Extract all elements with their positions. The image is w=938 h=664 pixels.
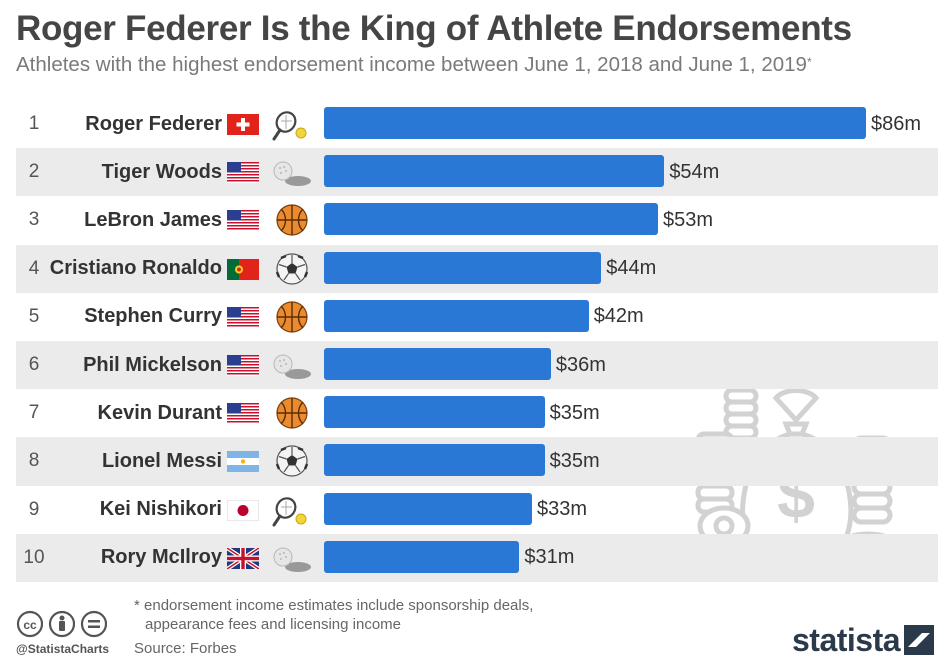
bar	[324, 203, 659, 236]
tennis-icon	[272, 496, 307, 526]
statista-logo-icon	[904, 625, 935, 655]
subtitle-marker: *	[806, 55, 812, 69]
footnote-line-1: * endorsement income estimates include s…	[134, 597, 534, 614]
chart-row: 8 Lionel Messi $35m	[16, 437, 938, 486]
athlete-name-label: Roger Federer	[85, 112, 222, 135]
value-label: $44m	[606, 257, 657, 280]
bar	[324, 155, 665, 188]
flag-argentina-icon	[227, 451, 259, 473]
tennis-icon	[272, 111, 307, 141]
chart-row: 6 Phil Mickelson $36m	[16, 340, 938, 390]
chart-subtitle: Athletes with the highest endorsement in…	[16, 53, 812, 77]
flag-uk-icon	[227, 547, 259, 569]
flag-usa-icon	[227, 306, 259, 328]
flag-switzerland-icon	[227, 114, 259, 135]
athlete-name-label: Tiger Woods	[101, 160, 222, 183]
rank-label: 2	[28, 161, 40, 183]
twitter-handle: @StatistaCharts	[16, 642, 110, 656]
footnote-line-2: appearance fees and licensing income	[145, 616, 402, 633]
basketball-icon	[276, 204, 308, 236]
flag-usa-icon	[227, 403, 259, 425]
flag-japan-icon	[227, 499, 259, 521]
chart-row: 7 Kevin Durant $35m	[16, 389, 938, 437]
value-label: $35m	[549, 401, 600, 424]
athlete-name-label: Stephen Curry	[84, 305, 222, 328]
flag-usa-icon	[227, 210, 259, 232]
rank-label: 1	[28, 113, 40, 135]
bar	[324, 492, 532, 525]
value-label: $86m	[871, 112, 922, 135]
chart-row: 5 Stephen Curry $42m	[16, 293, 938, 341]
source: Source: Forbes	[134, 640, 237, 657]
flag-usa-icon	[227, 162, 259, 184]
statista-logo: statista	[792, 620, 935, 660]
athlete-name-label: Rory McIlroy	[100, 546, 222, 569]
golf-icon	[273, 161, 311, 187]
flag-portugal-icon	[227, 258, 259, 280]
bar	[324, 347, 551, 380]
value-label: $36m	[555, 353, 606, 376]
value-label: $53m	[663, 208, 714, 231]
athlete-name-label: Kei Nishikori	[99, 498, 222, 521]
value-label: $35m	[549, 449, 600, 472]
chart-row: 9 Kei Nishikori $33m	[16, 486, 938, 534]
svg-text:cc: cc	[23, 618, 37, 632]
footnote: * endorsement income estimates include s…	[134, 596, 533, 634]
bar	[324, 251, 602, 284]
rank-label: 4	[28, 257, 40, 279]
bar	[324, 107, 866, 139]
chart-row: 10 Rory McIlroy $31m	[16, 533, 938, 582]
value-label: $42m	[593, 305, 644, 328]
chart-row: 2 Tiger Woods $54m	[16, 148, 938, 197]
rank-label: 7	[28, 402, 40, 424]
chart-row: 1 Roger Federer $86m	[16, 100, 938, 148]
license-icons: cc	[16, 610, 112, 638]
rank-label: 8	[28, 450, 40, 472]
flag-usa-icon	[227, 354, 259, 376]
bar	[324, 396, 545, 429]
golf-icon	[273, 354, 311, 379]
subtitle-text: Athletes with the highest endorsement in…	[16, 53, 807, 76]
basketball-icon	[276, 397, 308, 429]
soccer-icon	[275, 445, 309, 477]
rank-label: 3	[28, 209, 40, 231]
golf-icon	[273, 547, 311, 572]
rank-label: 6	[28, 354, 40, 376]
bar	[324, 540, 520, 573]
value-label: $54m	[669, 160, 720, 183]
chart-rows: 1 Roger Federer $86m 2 Tiger Woods $54m 3 LeB…	[16, 100, 938, 582]
bar	[324, 444, 545, 477]
rank-label: 9	[28, 498, 40, 520]
chart-row: 3 LeBron James $53m	[16, 196, 938, 244]
value-label: $31m	[524, 546, 575, 569]
chart-title: Roger Federer Is the King of Athlete End…	[16, 9, 852, 48]
athlete-name-label: Kevin Durant	[97, 401, 222, 424]
athlete-name-label: Cristiano Ronaldo	[49, 257, 222, 280]
athlete-name-label: Phil Mickelson	[83, 353, 222, 376]
rank-label: 10	[23, 546, 45, 568]
bar	[324, 299, 589, 332]
value-label: $33m	[536, 498, 587, 521]
statista-logo-text: statista	[792, 621, 901, 658]
basketball-icon	[276, 301, 308, 333]
soccer-icon	[275, 252, 309, 285]
athlete-name-label: LeBron James	[84, 208, 222, 231]
athlete-name-label: Lionel Messi	[101, 449, 222, 472]
chart-row: 4 Cristiano Ronaldo $44m	[16, 244, 938, 293]
rank-label: 5	[28, 305, 40, 327]
